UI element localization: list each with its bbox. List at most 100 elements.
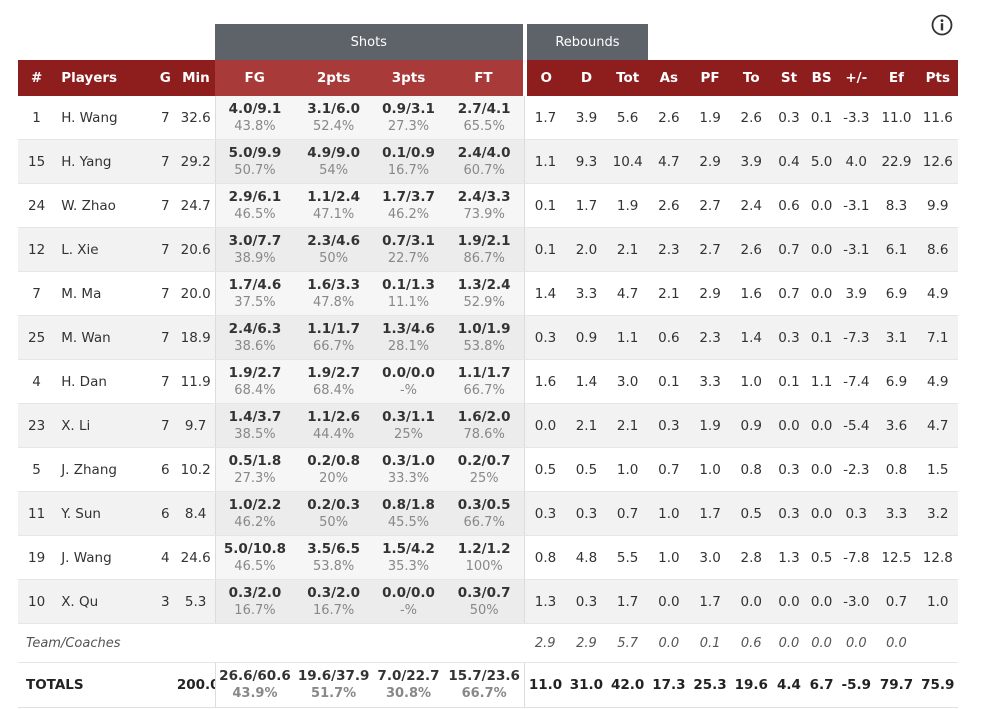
- stat-bs: 0.0: [806, 447, 838, 492]
- stat-g: 7: [153, 271, 177, 316]
- stat-ef: 0.8: [875, 447, 918, 492]
- stat-two: 4.9/9.0 54%: [294, 139, 373, 184]
- stat-min: 11.9: [176, 359, 215, 404]
- col-header-pts[interactable]: Pts: [917, 60, 958, 96]
- col-header-o[interactable]: O: [522, 60, 566, 96]
- totals-ft: 15.7/23.6 66.7%: [444, 662, 525, 708]
- team-to: 0.6: [730, 623, 772, 663]
- stat-pf: 2.9: [689, 271, 731, 316]
- info-icon[interactable]: [931, 14, 953, 36]
- stat-as: 0.3: [648, 403, 690, 448]
- col-header-as[interactable]: As: [648, 60, 690, 96]
- col-header-plus-minus[interactable]: +/-: [837, 60, 876, 96]
- player-name-link[interactable]: J. Wang: [55, 535, 154, 580]
- player-name-link[interactable]: Y. Sun: [55, 491, 154, 536]
- stat-min: 24.6: [176, 535, 215, 580]
- stat-to: 2.8: [730, 535, 772, 580]
- col-header-players[interactable]: Players: [55, 60, 154, 96]
- player-name-link[interactable]: W. Zhao: [55, 183, 154, 228]
- col-header-3pts[interactable]: 3pts: [372, 60, 445, 96]
- stat-pm: -2.3: [837, 447, 876, 492]
- col-header-fg[interactable]: FG: [215, 60, 295, 96]
- stat-fg: 0.5/1.8 27.3%: [214, 447, 295, 492]
- col-header-bs[interactable]: BS: [806, 60, 838, 96]
- stat-bs: 0.1: [806, 315, 838, 360]
- col-header-d[interactable]: D: [565, 60, 608, 96]
- totals-ef: 79.7: [875, 662, 918, 708]
- player-name-link[interactable]: M. Wan: [55, 315, 154, 360]
- col-header-num[interactable]: #: [18, 60, 56, 96]
- stat-num: 19: [18, 535, 56, 580]
- stat-d: 3.3: [565, 271, 608, 316]
- stat-ef: 6.9: [875, 359, 918, 404]
- stat-d: 0.3: [565, 491, 608, 536]
- player-name-link[interactable]: H. Wang: [55, 96, 154, 140]
- stat-two: 1.1/2.6 44.4%: [294, 403, 373, 448]
- stat-pm: -5.4: [837, 403, 876, 448]
- stat-tot: 4.7: [607, 271, 649, 316]
- stat-three: 1.7/3.7 46.2%: [372, 183, 445, 228]
- col-header-min[interactable]: Min: [176, 60, 215, 96]
- player-name-link[interactable]: J. Zhang: [55, 447, 154, 492]
- stat-o: 1.4: [524, 271, 566, 316]
- player-name-link[interactable]: L. Xie: [55, 227, 154, 272]
- stat-to: 0.5: [730, 491, 772, 536]
- stat-ef: 3.3: [875, 491, 918, 536]
- player-name-link[interactable]: M. Ma: [55, 271, 154, 316]
- stat-ef: 8.3: [875, 183, 918, 228]
- player-rows: 1 H. Wang 7 32.6 4.0/9.1 43.8% 3.1/6.0 52.4% 0.9…: [18, 96, 958, 624]
- stat-pf: 1.9: [689, 403, 731, 448]
- stat-st: 0.0: [771, 403, 807, 448]
- col-header-st[interactable]: St: [771, 60, 807, 96]
- stat-to: 1.4: [730, 315, 772, 360]
- player-row: 10 X. Qu 3 5.3 0.3/2.0 16.7% 0.3/2.0 16.7% 0.0/0…: [18, 579, 958, 624]
- col-header-ft[interactable]: FT: [444, 60, 525, 96]
- player-name-link[interactable]: X. Qu: [55, 579, 154, 624]
- box-score-table: Shots Rebounds # Players G Min FG 2pts 3…: [18, 24, 958, 708]
- stat-st: 0.7: [771, 271, 807, 316]
- stat-pts: 11.6: [917, 96, 958, 140]
- stat-pm: 4.0: [837, 139, 876, 184]
- stat-three: 1.5/4.2 35.3%: [372, 535, 445, 580]
- col-header-2pts[interactable]: 2pts: [294, 60, 373, 96]
- stat-pm: 3.9: [837, 271, 876, 316]
- stat-to: 1.0: [730, 359, 772, 404]
- stat-st: 0.3: [771, 491, 807, 536]
- stat-fg: 1.0/2.2 46.2%: [214, 491, 295, 536]
- stat-three: 0.1/0.9 16.7%: [372, 139, 445, 184]
- stat-min: 18.9: [176, 315, 215, 360]
- stat-ft: 1.0/1.9 53.8%: [444, 315, 525, 360]
- stat-num: 15: [18, 139, 56, 184]
- stat-three: 0.1/1.3 11.1%: [372, 271, 445, 316]
- stat-ef: 3.6: [875, 403, 918, 448]
- col-header-g[interactable]: G: [153, 60, 177, 96]
- stat-g: 7: [153, 359, 177, 404]
- col-header-ef[interactable]: Ef: [875, 60, 918, 96]
- stat-as: 2.6: [648, 183, 690, 228]
- stat-d: 2.0: [565, 227, 608, 272]
- stat-d: 9.3: [565, 139, 608, 184]
- col-header-tot[interactable]: Tot: [607, 60, 649, 96]
- stat-bs: 0.0: [806, 403, 838, 448]
- stat-pts: 4.9: [917, 271, 958, 316]
- player-row: 5 J. Zhang 6 10.2 0.5/1.8 27.3% 0.2/0.8 20% 0.3/…: [18, 447, 958, 492]
- stat-g: 7: [153, 139, 177, 184]
- stat-g: 6: [153, 447, 177, 492]
- stat-to: 2.4: [730, 183, 772, 228]
- stat-as: 0.0: [648, 579, 690, 624]
- stat-tot: 5.5: [607, 535, 649, 580]
- player-name-link[interactable]: H. Yang: [55, 139, 154, 184]
- stat-st: 0.3: [771, 447, 807, 492]
- totals-plus-minus: -5.9: [837, 662, 876, 708]
- stat-g: 7: [153, 183, 177, 228]
- stat-tot: 1.7: [607, 579, 649, 624]
- stat-pf: 1.7: [689, 491, 731, 536]
- stat-num: 23: [18, 403, 56, 448]
- player-name-link[interactable]: H. Dan: [55, 359, 154, 404]
- col-header-to[interactable]: To: [730, 60, 772, 96]
- player-name-link[interactable]: X. Li: [55, 403, 154, 448]
- col-header-pf[interactable]: PF: [689, 60, 731, 96]
- team-as: 0.0: [648, 623, 690, 663]
- stat-min: 20.0: [176, 271, 215, 316]
- totals-min: 200.0: [176, 662, 215, 708]
